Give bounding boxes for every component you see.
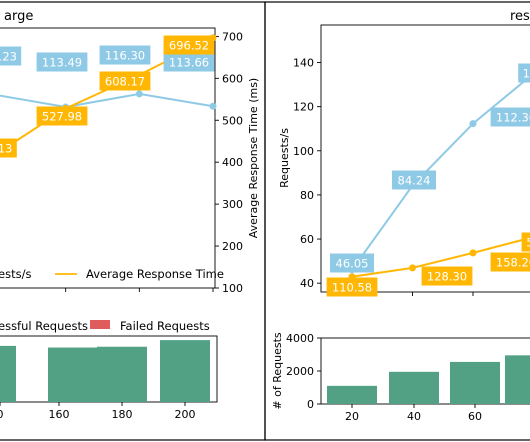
- rps-data-label-box: [330, 253, 374, 273]
- success-bar: [505, 355, 530, 404]
- rps-data-label: 113.49: [42, 56, 82, 70]
- rps-point: [469, 120, 477, 128]
- rps-point: [135, 90, 143, 98]
- y2-tick-label: 600: [222, 72, 243, 85]
- y-tick-label: 2000: [286, 365, 314, 378]
- left-top-axes: [0, 27, 216, 289]
- right-top-plot: 40 60 80 100 120 140 46.05 84.24 112.30 13 110.58 1…: [293, 57, 530, 297]
- right-top-ylabel: Requests/s: [278, 128, 291, 188]
- left-panel-title: arge: [4, 9, 33, 24]
- y2-tick-label: 700: [222, 30, 243, 43]
- x-tick-label: 160: [49, 408, 70, 421]
- legend-rps-label: ests/s: [0, 267, 31, 281]
- resp-series-line: [351, 236, 530, 278]
- y-tick-label: 140: [293, 57, 314, 70]
- resp-data-label-box: [326, 277, 378, 297]
- legend-failed-swatch: [90, 320, 110, 329]
- y2-tick-label: 500: [222, 114, 243, 127]
- x-tick-label: 180: [112, 408, 133, 421]
- success-bar: [97, 346, 147, 402]
- rps-data-label: 13: [523, 67, 530, 81]
- rps-data-label-box: [36, 52, 88, 72]
- resp-data-label-box: [163, 35, 215, 55]
- rps-series-line: [0, 92, 214, 109]
- x-tick-label: 0: [0, 408, 4, 421]
- rps-data-label: 112.30: [496, 111, 530, 125]
- x-tick-label: 20: [345, 410, 359, 423]
- y-tick-label: 40: [300, 277, 314, 290]
- y-tick-label: 120: [293, 101, 314, 114]
- x-tick-label: 60: [468, 410, 482, 423]
- y-tick-label: 0: [307, 398, 314, 411]
- left-top-ylabel-right: Average Response Time (ms): [247, 78, 260, 238]
- x-tick-label: 200: [175, 408, 196, 421]
- right-top-axes: [320, 24, 530, 293]
- right-panel-frame: [264, 1, 530, 441]
- rps-data-label-box: [392, 170, 436, 190]
- rps-data-label-box: [490, 107, 530, 127]
- success-bar: [450, 361, 500, 404]
- resp-data-label-box: [0, 138, 17, 158]
- rps-data-label: 84.24: [398, 174, 431, 188]
- success-bar: [0, 345, 16, 402]
- resp-data-label: 608.17: [105, 75, 145, 89]
- rps-data-label-box: [0, 46, 22, 66]
- y2-tick-label: 300: [222, 198, 243, 211]
- y2-tick-label: 100: [222, 282, 243, 295]
- right-bottom-plot: 0 2000 4000 20 40 60: [286, 332, 530, 423]
- success-bar: [160, 340, 210, 402]
- left-top-plot: 100 200 300 400 500 600 700 123 113.49 116.30 113.…: [0, 30, 243, 295]
- legend-failed-label: Failed Requests: [120, 319, 210, 333]
- resp-data-label: 13: [0, 142, 12, 156]
- resp-data-label: 5: [526, 236, 530, 250]
- rps-series-line: [351, 75, 530, 271]
- resp-data-label-box: [521, 232, 530, 252]
- resp-data-label: 696.52: [169, 39, 209, 53]
- left-bottom-plot: 0 160 180 200: [0, 340, 210, 421]
- rps-data-label: 46.05: [336, 257, 369, 271]
- rps-data-label: 123: [0, 50, 17, 64]
- rps-point: [209, 102, 217, 110]
- resp-data-label: 158.26: [496, 256, 530, 270]
- resp-data-label-box: [421, 266, 473, 286]
- x-tick-label: 40: [407, 410, 421, 423]
- legend-resp-label: Average Response Time: [86, 267, 224, 281]
- y2-tick-label: 400: [222, 156, 243, 169]
- rps-data-label-box: [518, 63, 530, 83]
- right-panel-title: res: [510, 9, 530, 24]
- resp-point: [469, 249, 477, 257]
- resp-data-label: 527.98: [42, 110, 82, 124]
- rps-data-label: 113.66: [169, 56, 209, 70]
- success-bar: [389, 371, 439, 404]
- resp-point: [409, 264, 416, 272]
- success-bar: [48, 347, 98, 402]
- resp-data-label-box: [99, 71, 151, 91]
- right-bottom-ylabel: # of Requests: [271, 332, 284, 409]
- resp-data-label: 110.58: [332, 281, 372, 295]
- rps-data-label-box: [163, 52, 215, 72]
- y-tick-label: 100: [293, 145, 314, 158]
- y-tick-label: 60: [300, 233, 314, 246]
- y-tick-label: 4000: [286, 332, 314, 345]
- y-tick-label: 80: [300, 189, 314, 202]
- rps-data-label-box: [99, 45, 151, 65]
- rps-data-label: 116.30: [105, 49, 145, 63]
- y2-tick-label: 200: [222, 240, 243, 253]
- legend-success-label: essful Requests: [0, 319, 88, 333]
- success-bar: [327, 385, 377, 404]
- resp-data-label-box: [36, 106, 88, 126]
- resp-data-label: 128.30: [427, 270, 467, 284]
- resp-data-label-box: [490, 252, 530, 272]
